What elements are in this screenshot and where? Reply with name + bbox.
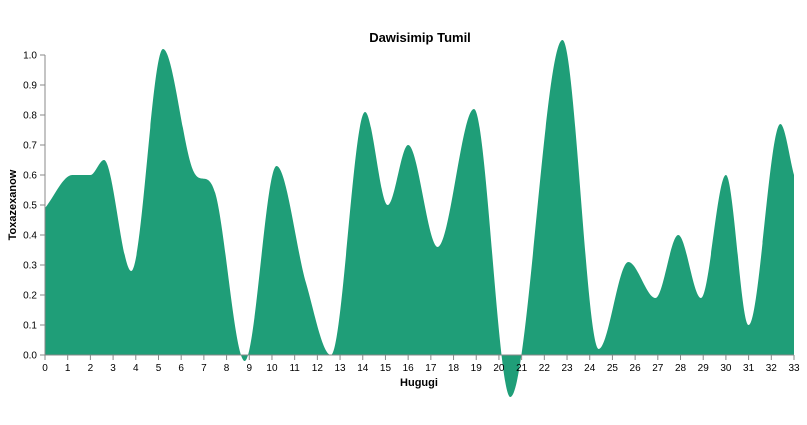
plot-area (45, 40, 794, 397)
x-tick-label: 26 (630, 363, 642, 374)
x-tick-label: 30 (720, 363, 732, 374)
x-tick-label: 16 (403, 363, 415, 374)
y-tick-label: 0.7 (23, 141, 37, 152)
x-tick-label: 19 (471, 363, 483, 374)
x-tick-label: 20 (493, 363, 505, 374)
x-tick-label: 21 (516, 363, 528, 374)
x-tick-label: 17 (425, 363, 437, 374)
x-tick-label: 3 (110, 363, 116, 374)
x-tick-label: 1 (65, 363, 71, 374)
x-tick-label: 12 (312, 363, 324, 374)
x-axis-title: Hugugi (400, 377, 438, 389)
x-tick-label: 10 (266, 363, 278, 374)
x-tick-label: 4 (133, 363, 139, 374)
y-axis: 0.0 0.1 0.2 0.3 0.4 0.5 0.6 0.7 0.8 0.9 1.0 (23, 51, 46, 362)
x-tick-label: 5 (156, 363, 162, 374)
x-tick-label: 24 (584, 363, 596, 374)
y-tick-label: 0.1 (23, 321, 37, 332)
y-tick-label: 0.0 (23, 351, 37, 362)
x-tick-label: 0 (42, 363, 48, 374)
x-axis: 0 1 2 3 4 5 6 7 8 9 10 11 12 13 14 15 16 17 18 19 20 21 22 23 24… (42, 354, 800, 374)
y-tick-label: 0.3 (23, 261, 37, 272)
y-axis-title: Toxazexanow (7, 169, 19, 240)
x-tick-label: 2 (88, 363, 94, 374)
x-tick-label: 29 (698, 363, 710, 374)
chart-title: Dawisimip Tumil (369, 30, 471, 45)
x-tick-label: 25 (607, 363, 619, 374)
y-tick-label: 0.6 (23, 171, 37, 182)
y-tick-label: 1.0 (23, 51, 37, 62)
y-tick-label: 0.4 (23, 231, 37, 242)
x-tick-label: 8 (224, 363, 230, 374)
x-tick-label: 11 (289, 363, 300, 374)
x-tick-label: 28 (675, 363, 687, 374)
x-tick-label: 18 (448, 363, 460, 374)
x-tick-label: 14 (357, 363, 369, 374)
y-tick-label: 0.9 (23, 81, 37, 92)
x-tick-label: 15 (380, 363, 392, 374)
x-tick-label: 31 (743, 363, 755, 374)
x-tick-label: 33 (788, 363, 800, 374)
area-series-0 (45, 40, 794, 397)
x-tick-label: 22 (539, 363, 551, 374)
x-tick-label: 9 (246, 363, 252, 374)
y-tick-label: 0.5 (23, 201, 37, 212)
x-tick-label: 27 (652, 363, 664, 374)
x-tick-label: 6 (178, 363, 184, 374)
x-tick-label: 13 (334, 363, 346, 374)
y-tick-label: 0.2 (23, 291, 37, 302)
x-tick-label: 32 (766, 363, 778, 374)
x-tick-label: 7 (201, 363, 207, 374)
y-tick-label: 0.8 (23, 111, 37, 122)
x-tick-label: 23 (561, 363, 573, 374)
